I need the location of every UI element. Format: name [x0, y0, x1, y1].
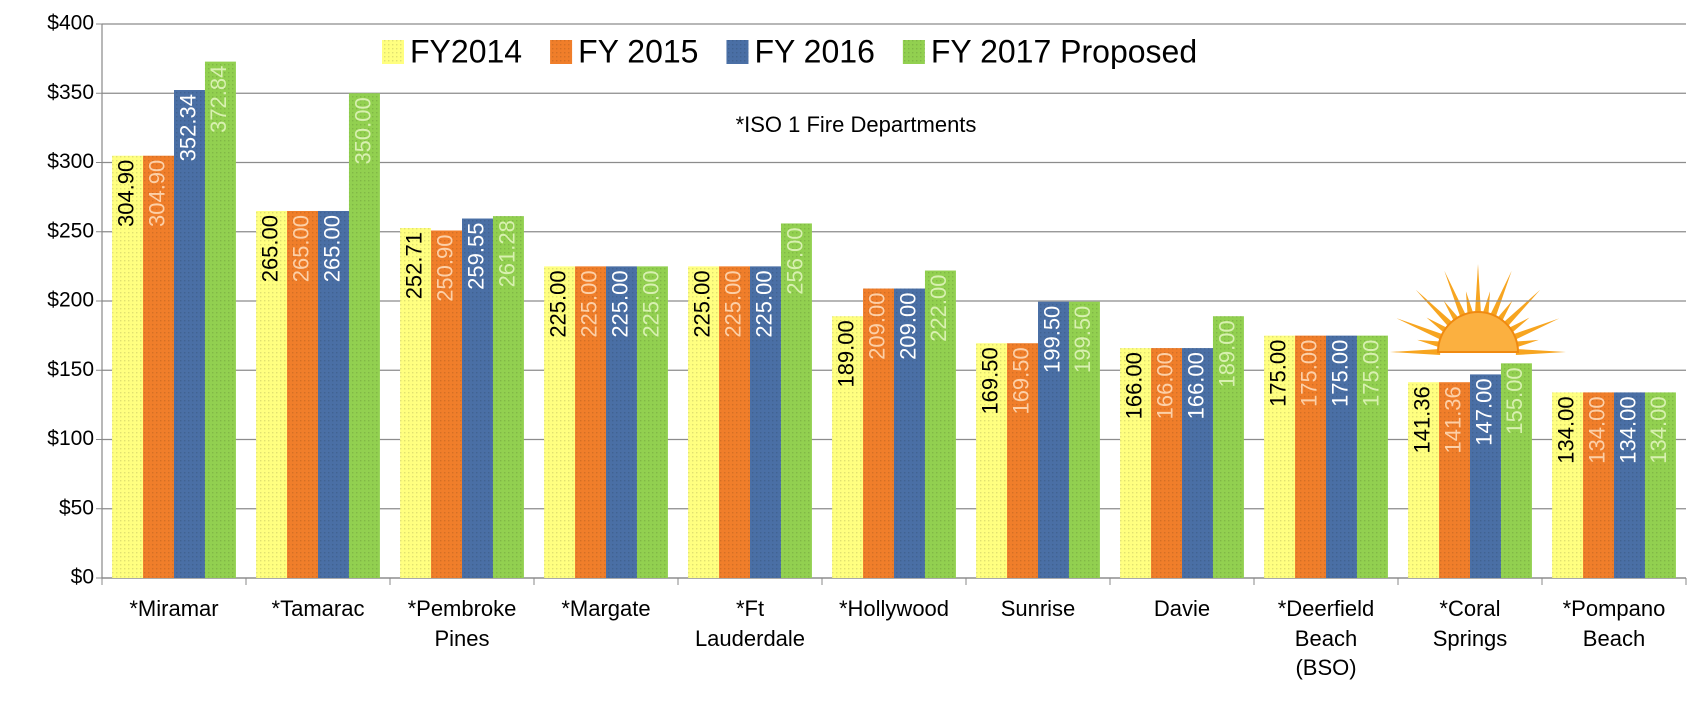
x-tick-label: *Margate	[544, 594, 668, 624]
value-label: 225.00	[751, 270, 776, 337]
bar-texture	[205, 62, 236, 578]
sun-disc	[1438, 312, 1518, 352]
value-label: 225.00	[576, 270, 601, 337]
value-label: 209.00	[864, 293, 889, 360]
chart-subtitle: *ISO 1 Fire Departments	[736, 112, 977, 137]
x-tick-label: *Miramar	[112, 594, 236, 624]
value-label: 189.00	[1214, 320, 1239, 387]
y-tick-label: $200	[47, 289, 94, 312]
value-label: 209.00	[895, 293, 920, 360]
value-label: 134.00	[1646, 396, 1671, 463]
value-label: 175.00	[1265, 340, 1290, 407]
value-label: 189.00	[833, 320, 858, 387]
value-label: 175.00	[1327, 340, 1352, 407]
value-label: 134.00	[1584, 396, 1609, 463]
value-label: 147.00	[1471, 378, 1496, 445]
value-label: 259.55	[463, 223, 488, 290]
value-label: 166.00	[1183, 352, 1208, 419]
value-label: 134.00	[1553, 396, 1578, 463]
value-label: 350.00	[350, 97, 375, 164]
y-tick-label: $100	[47, 427, 94, 450]
value-label: 265.00	[288, 215, 313, 282]
value-label: 166.00	[1152, 352, 1177, 419]
legend-label: FY 2016	[754, 33, 874, 69]
legend-label: FY2014	[410, 33, 522, 69]
value-label: 225.00	[607, 270, 632, 337]
value-label: 304.90	[144, 160, 169, 227]
x-tick-label: *Deerfield Beach (BSO)	[1264, 594, 1388, 683]
value-label: 199.50	[1039, 306, 1064, 373]
value-label: 265.00	[319, 215, 344, 282]
x-tick-label: *Tamarac	[256, 594, 380, 624]
value-label: 265.00	[257, 215, 282, 282]
sun-ray	[1390, 349, 1440, 355]
value-label: 166.00	[1121, 352, 1146, 419]
legend-label: FY 2017 Proposed	[931, 33, 1197, 69]
legend-swatch-texture	[550, 40, 572, 64]
value-label: 352.34	[175, 94, 200, 161]
bar-texture	[174, 90, 205, 578]
y-tick-label: $350	[47, 81, 94, 104]
sun-ray	[1490, 271, 1512, 318]
sun-decoration	[1390, 264, 1566, 355]
value-label: 141.36	[1440, 386, 1465, 453]
value-label: 175.00	[1358, 340, 1383, 407]
value-label: 256.00	[782, 227, 807, 294]
value-label: 169.50	[977, 347, 1002, 414]
y-tick-label: $150	[47, 358, 94, 381]
legend-swatch-texture	[726, 40, 748, 64]
value-label: 261.28	[494, 220, 519, 287]
value-label: 225.00	[720, 270, 745, 337]
legend-swatch-texture	[382, 40, 404, 64]
x-tick-label: *Pompano Beach	[1552, 594, 1676, 653]
value-label: 225.00	[638, 270, 663, 337]
y-tick-label: $400	[47, 12, 94, 35]
y-tick-label: $0	[71, 566, 94, 589]
value-label: 199.50	[1070, 306, 1095, 373]
value-label: 141.36	[1409, 386, 1434, 453]
x-tick-label: Davie	[1120, 594, 1244, 624]
chart-page: *ISO 1 Fire Departments $0 $50 $100 $150 $20…	[0, 0, 1688, 705]
x-tick-label: *Hollywood	[832, 594, 956, 624]
sun-ray	[1397, 318, 1444, 340]
sun-ray	[1516, 349, 1566, 355]
x-tick-label: *Coral Springs	[1408, 594, 1532, 653]
value-label: 225.00	[545, 270, 570, 337]
value-label: 155.00	[1502, 367, 1527, 434]
sun-ray	[1475, 264, 1481, 314]
x-tick-label: Sunrise	[976, 594, 1100, 624]
value-label: 175.00	[1296, 340, 1321, 407]
value-label: 372.84	[206, 66, 231, 133]
x-tick-label: *Pembroke Pines	[400, 594, 524, 653]
value-label: 304.90	[113, 160, 138, 227]
x-tick-label: *Ft Lauderdale	[688, 594, 812, 653]
y-tick-label: $250	[47, 219, 94, 242]
sun-ray	[1512, 318, 1559, 340]
value-label: 252.71	[401, 232, 426, 299]
legend-label: FY 2015	[578, 33, 698, 69]
value-label: 169.50	[1008, 347, 1033, 414]
value-label: 225.00	[689, 270, 714, 337]
y-tick-label: $300	[47, 150, 94, 173]
value-label: 222.00	[926, 275, 951, 342]
value-label: 134.00	[1615, 396, 1640, 463]
y-tick-label: $50	[59, 496, 94, 519]
legend-swatch-texture	[903, 40, 925, 64]
bar-texture	[349, 93, 380, 578]
value-label: 250.90	[432, 235, 457, 302]
sun-ray	[1444, 271, 1466, 318]
